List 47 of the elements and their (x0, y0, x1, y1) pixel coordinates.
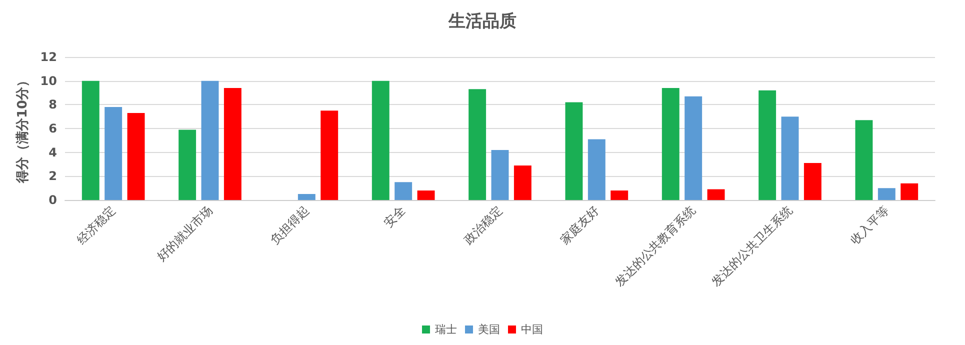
bar (417, 190, 435, 200)
legend-label: 中国 (521, 323, 543, 336)
bar (855, 120, 873, 200)
bar (878, 188, 896, 200)
bar (707, 189, 725, 200)
y-tick-label: 8 (48, 98, 57, 112)
bar (224, 88, 242, 200)
x-tick-label: 发达的公共教育系统 (612, 203, 698, 290)
legend-label: 美国 (478, 323, 500, 336)
legend-label: 瑞士 (435, 323, 457, 336)
y-tick-label: 2 (48, 169, 57, 184)
bar (201, 80, 219, 200)
bar (298, 194, 316, 200)
chart-title: 生活品质 (448, 12, 516, 32)
y-tick-label: 6 (48, 122, 57, 136)
bar (758, 90, 776, 200)
x-tick-label: 收入平等 (848, 203, 892, 247)
x-tick-label: 家庭友好 (558, 203, 602, 247)
x-tick-label: 好的就业市场 (154, 203, 215, 264)
bar (178, 130, 196, 200)
x-tick-label: 政治稳定 (461, 203, 505, 247)
x-tick-label: 发达的公共卫生系统 (708, 203, 795, 290)
x-tick-label: 负担得起 (268, 203, 312, 247)
bar (82, 80, 100, 200)
bar (372, 80, 390, 200)
y-tick-label: 0 (48, 193, 57, 207)
bar (588, 139, 606, 200)
y-axis-title: 得分（满分10分） (15, 74, 30, 184)
bar (781, 116, 799, 200)
bar (514, 165, 532, 200)
bar (127, 113, 145, 200)
bar (565, 102, 583, 200)
bar (320, 110, 338, 200)
bar (610, 190, 628, 200)
bar (104, 107, 122, 200)
bar (684, 96, 702, 200)
bar (804, 163, 822, 200)
x-tick-label: 安全 (381, 203, 408, 230)
bar (394, 182, 412, 200)
bar (662, 88, 680, 200)
y-tick-label: 4 (48, 145, 57, 160)
bar (900, 183, 918, 200)
bar (468, 89, 486, 200)
y-tick-label: 10 (40, 74, 57, 88)
bar (491, 150, 509, 200)
y-tick-label: 12 (40, 50, 57, 64)
x-tick-label: 经济稳定 (74, 203, 118, 247)
